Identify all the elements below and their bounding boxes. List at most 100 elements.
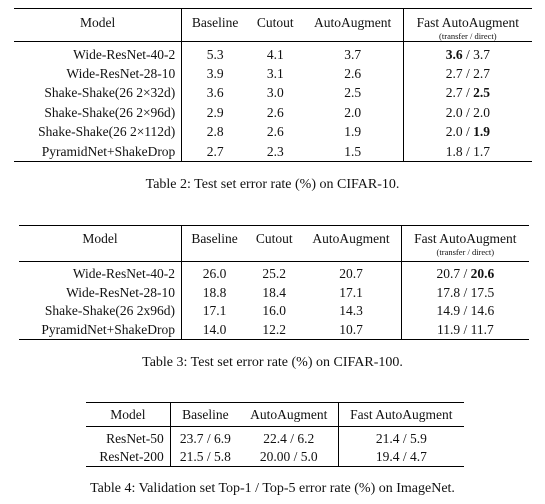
header-baseline: Baseline (181, 225, 248, 262)
cell-model: ResNet-200 (86, 448, 171, 467)
header-subtitle: (transfer / direct) (436, 247, 495, 257)
cell-transfer: 1.8 (445, 143, 463, 159)
header-model: Model (19, 225, 182, 262)
cell-baseline: 3.9 (206, 66, 224, 82)
cell-fast-autoaugment: 3.6 / 3.7 (445, 46, 490, 62)
cell-transfer: 2.0 (445, 124, 463, 140)
table2-caption: Table 2: Test set error rate (%) on CIFA… (145, 177, 400, 192)
cell-model: PyramidNet+ShakeDrop (19, 320, 182, 341)
cell-direct: 11.7 (470, 322, 494, 338)
cell-model: ResNet-50 (86, 426, 171, 448)
cell-direct: 1.7 (473, 143, 490, 159)
cell-autoaugment: 20.7 (301, 261, 402, 284)
cell-model: Shake-Shake(26 2×112d) (14, 122, 183, 142)
cell-baseline: 26.0 (202, 266, 227, 282)
cell-autoaugment: 2.0 (302, 103, 404, 123)
cell-fast-autoaugment: 2.7 / 2.5 (445, 85, 490, 101)
header-row: Model Baseline Cutout AutoAugment Fast A… (19, 225, 529, 262)
header-model: Model (86, 402, 171, 427)
cell-direct: 2.0 (473, 104, 490, 120)
header-cutout: Cutout (247, 8, 303, 42)
table-row: PyramidNet+ShakeDrop 14.0 12.2 10.7 11.9… (19, 320, 529, 341)
cell-autoaugment: 1.5 (302, 141, 404, 163)
table3-caption: Table 3: Test set error rate (%) on CIFA… (142, 355, 403, 370)
cell-autoaugment: 1.9 (302, 122, 404, 142)
header-fast-autoaugment: Fast AutoAugment (transfer / direct) (403, 8, 532, 42)
header-fast-autoaugment: Fast AutoAugment (338, 402, 464, 427)
cell-baseline: 21.5 / 5.8 (170, 448, 240, 467)
cifar100-table: Model Baseline Cutout AutoAugment Fast A… (19, 225, 529, 341)
table-row: Wide-ResNet-40-2 26.0 25.2 20.7 20.7 / 2… (19, 261, 529, 284)
header-fast-autoaugment-label: Fast AutoAugment (416, 15, 520, 30)
header-subtitle: (transfer / direct) (439, 31, 497, 41)
cell-model: PyramidNet+ShakeDrop (14, 141, 183, 163)
cell-transfer: 17.8 (436, 284, 461, 300)
header-row: Model Baseline Cutout AutoAugment Fast A… (14, 8, 532, 42)
cell-baseline: 23.7 / 6.9 (179, 431, 231, 446)
cell-autoaugment: 2.6 (302, 64, 404, 84)
cell-cutout: 12.2 (247, 320, 302, 341)
cell-autoaugment: 14.3 (301, 302, 402, 321)
table-row: ResNet-200 21.5 / 5.8 20.00 / 5.0 19.4 /… (86, 448, 464, 467)
cell-autoaugment: 10.7 (301, 320, 402, 341)
cell-autoaugment: 20.00 / 5.0 (239, 448, 339, 467)
cell-direct: 20.6 (470, 266, 495, 282)
cell-baseline: 3.6 (206, 85, 224, 101)
cell-baseline: 14.0 (181, 320, 248, 341)
table-row: Shake-Shake(26 2×112d) 2.8 2.6 1.9 2.0 /… (14, 122, 532, 142)
header-autoaugment: AutoAugment (239, 402, 339, 427)
cell-cutout: 25.2 (262, 266, 287, 282)
header-baseline: Baseline (181, 8, 248, 42)
header-fast-autoaugment: Fast AutoAugment (transfer / direct) (401, 225, 529, 262)
cell-model: Shake-Shake(26 2×96d) (14, 103, 183, 123)
header-model: Model (14, 8, 183, 42)
cell-transfer: 2.7 (445, 66, 463, 82)
cell-autoaugment: 3.7 (302, 41, 404, 65)
cell-model: Shake-Shake(26 2x96d) (19, 302, 182, 321)
cell-cutout: 2.6 (266, 124, 284, 140)
table-row: Shake-Shake(26 2x96d) 17.1 16.0 14.3 14.… (19, 302, 529, 321)
cell-model: Wide-ResNet-28-10 (19, 283, 182, 303)
cell-fast-autoaugment: 19.4 / 4.7 (338, 448, 464, 467)
header-autoaugment: AutoAugment (302, 8, 404, 42)
cell-transfer: 2.7 (445, 85, 463, 101)
table-row: Shake-Shake(26 2×32d) 3.6 3.0 2.5 2.7 / … (14, 83, 532, 104)
cell-fast-autoaugment: 2.7 / 2.7 (445, 66, 490, 82)
cell-cutout: 16.0 (262, 303, 287, 319)
table-row: Shake-Shake(26 2×96d) 2.9 2.6 2.0 2.0 / … (14, 103, 532, 123)
cell-transfer: 14.9 (436, 303, 461, 319)
table-row: Wide-ResNet-28-10 18.8 18.4 17.1 17.8 / … (19, 283, 529, 303)
table-row: ResNet-50 23.7 / 6.9 22.4 / 6.2 21.4 / 5… (86, 426, 464, 448)
cell-direct: 2.5 (473, 85, 490, 101)
header-fast-autoaugment-label: Fast AutoAugment (414, 231, 517, 246)
cell-model: Wide-ResNet-28-10 (14, 64, 183, 84)
cell-direct: 3.7 (473, 46, 490, 62)
cell-fast-autoaugment: 14.9 / 14.6 (436, 303, 495, 319)
cell-fast-autoaugment: 1.8 / 1.7 (403, 141, 532, 163)
cell-transfer: 11.9 (436, 322, 461, 338)
cifar10-table: Model Baseline Cutout AutoAugment Fast A… (14, 8, 532, 163)
cell-direct: 17.5 (470, 284, 495, 300)
cell-cutout: 18.4 (262, 284, 287, 300)
cell-fast-autoaugment: 17.8 / 17.5 (436, 284, 495, 300)
cell-fast-autoaugment: 21.4 / 5.9 (375, 431, 427, 446)
cell-autoaugment: 22.4 / 6.2 (239, 426, 339, 448)
cell-model: Wide-ResNet-40-2 (19, 261, 182, 284)
header-baseline: Baseline (170, 402, 240, 427)
table-row: Wide-ResNet-28-10 3.9 3.1 2.6 2.7 / 2.7 (14, 64, 532, 84)
cell-fast-autoaugment: 20.7 / 20.6 (436, 266, 495, 282)
cell-fast-autoaugment: 2.0 / 2.0 (445, 104, 490, 120)
table-row: PyramidNet+ShakeDrop 2.7 2.3 1.5 1.8 / 1… (14, 141, 532, 163)
cell-baseline: 17.1 (202, 303, 227, 319)
cell-cutout: 3.1 (266, 66, 284, 82)
header-cutout: Cutout (247, 225, 302, 262)
cell-direct: 1.9 (473, 124, 490, 140)
cell-cutout: 2.6 (266, 104, 284, 120)
header-autoaugment: AutoAugment (301, 225, 402, 262)
table4-caption: Table 4: Validation set Top-1 / Top-5 er… (90, 481, 455, 496)
cell-transfer: 20.7 (436, 266, 461, 282)
cell-model: Shake-Shake(26 2×32d) (14, 83, 183, 104)
cell-baseline: 2.9 (206, 104, 224, 120)
cell-direct: 2.7 (473, 66, 490, 82)
cell-baseline: 2.8 (206, 124, 224, 140)
